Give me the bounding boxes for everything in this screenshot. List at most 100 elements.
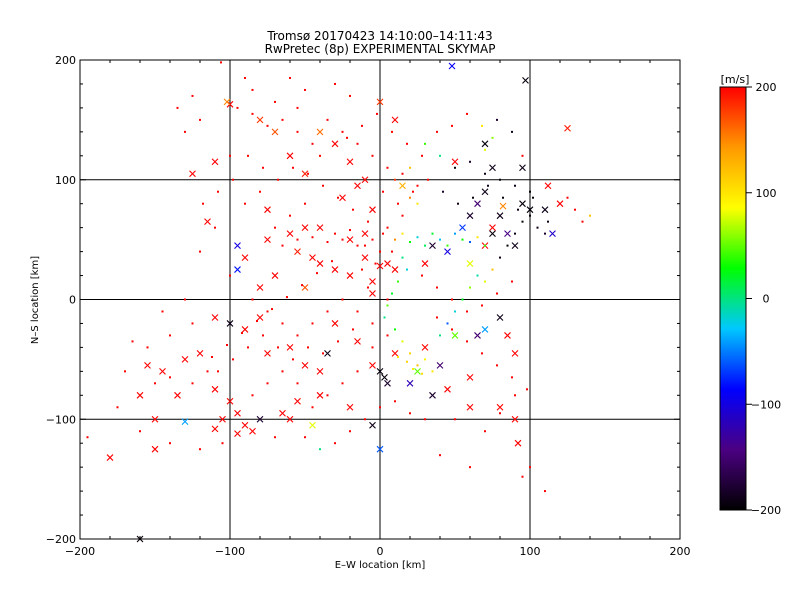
data-point-dot <box>514 394 516 397</box>
data-point-dot <box>319 448 321 451</box>
data-point-dot <box>199 250 201 253</box>
data-point-cross <box>241 421 249 429</box>
data-point-dot <box>383 316 386 319</box>
data-point-dot <box>281 244 284 247</box>
data-point-dot <box>262 166 264 169</box>
data-point-dot <box>511 130 513 133</box>
colorbar-tick-label: 0 <box>763 293 770 306</box>
data-point-dot <box>386 304 389 307</box>
data-point-cross <box>489 164 496 172</box>
data-point-dot <box>406 142 408 145</box>
data-point-dot <box>296 130 299 133</box>
data-point-dot <box>391 130 393 133</box>
data-point-dot <box>442 190 444 193</box>
y-tick-label: 0 <box>69 294 76 307</box>
data-point-cross <box>451 332 459 339</box>
data-point-cross <box>264 206 271 214</box>
data-point-dot <box>499 256 501 259</box>
data-point-dot <box>214 226 216 229</box>
data-point-cross <box>286 152 294 160</box>
data-point-cross <box>331 320 339 327</box>
data-point-dot <box>491 136 494 139</box>
data-point-dot <box>476 236 479 239</box>
data-point-dot <box>341 130 344 133</box>
data-point-cross <box>226 320 234 327</box>
data-point-cross <box>286 230 294 238</box>
data-point-cross <box>301 361 309 369</box>
data-point-dot <box>161 310 164 313</box>
data-point-dot <box>416 202 419 205</box>
data-point-dot <box>506 244 509 247</box>
y-tick-label: −200 <box>46 533 76 546</box>
data-point-cross <box>496 212 504 220</box>
data-point-cross <box>159 367 166 375</box>
data-point-cross <box>256 415 264 423</box>
data-point-dot <box>416 364 419 367</box>
data-point-dot <box>169 376 171 379</box>
data-point-dot <box>469 160 471 163</box>
data-point-dot <box>496 364 498 367</box>
data-point-dot <box>481 124 483 127</box>
data-point-dot <box>514 184 516 187</box>
data-point-cross <box>256 116 264 124</box>
data-point-dot <box>401 214 404 217</box>
data-point-dot <box>191 322 194 325</box>
data-point-dot <box>472 196 474 199</box>
data-point-dot <box>226 344 228 347</box>
data-point-cross <box>264 236 271 244</box>
data-point-dot <box>517 208 519 211</box>
data-point-cross <box>271 128 279 136</box>
data-point-cross <box>376 445 384 453</box>
data-point-cross <box>429 391 436 399</box>
data-point-dot <box>529 214 531 217</box>
data-point-dot <box>232 178 234 181</box>
data-point-dot <box>232 358 234 361</box>
data-point-cross <box>286 415 294 423</box>
data-point-dot <box>427 178 429 181</box>
data-point-cross <box>376 367 384 375</box>
data-point-dot <box>439 238 441 241</box>
data-point-dot <box>499 178 501 181</box>
data-point-dot <box>341 238 344 241</box>
data-point-dot <box>446 244 449 247</box>
x-tick-label: −100 <box>215 545 245 558</box>
data-point-cross <box>286 344 294 351</box>
data-point-dot <box>326 118 329 121</box>
data-point-dot <box>296 334 299 337</box>
y-tick-label: 100 <box>55 174 76 187</box>
data-point-cross <box>451 158 459 166</box>
data-point-cross <box>421 344 429 351</box>
data-point-dot <box>251 298 254 301</box>
data-point-cross <box>106 454 114 461</box>
data-point-dot <box>331 260 333 263</box>
data-point-dot <box>466 112 468 115</box>
data-point-cross <box>406 379 414 387</box>
data-point-dot <box>409 241 411 244</box>
data-point-dot <box>454 418 456 421</box>
data-point-dot <box>289 214 291 217</box>
data-point-dot <box>439 334 441 337</box>
colorbar-tick-label: 100 <box>756 187 777 200</box>
data-point-dot <box>349 430 351 433</box>
data-point-dot <box>341 298 344 301</box>
data-point-dot <box>86 436 89 439</box>
data-point-cross <box>346 403 354 411</box>
data-point-dot <box>307 172 309 175</box>
data-point-dot <box>346 136 348 139</box>
data-point-dot <box>326 310 329 313</box>
data-point-cross <box>361 176 369 184</box>
data-point-dot <box>424 244 426 247</box>
data-point-cross <box>391 266 399 273</box>
data-point-cross <box>481 140 489 148</box>
data-point-dot <box>394 400 396 403</box>
data-point-dot <box>124 370 126 373</box>
data-point-dot <box>191 94 194 97</box>
data-point-cross <box>241 254 249 261</box>
data-point-dot <box>406 268 408 271</box>
data-point-dot <box>251 88 254 91</box>
data-point-cross <box>414 367 421 375</box>
data-point-cross <box>496 403 504 411</box>
data-point-dot <box>394 238 396 241</box>
data-point-dot <box>217 370 219 373</box>
data-point-cross <box>391 349 399 357</box>
